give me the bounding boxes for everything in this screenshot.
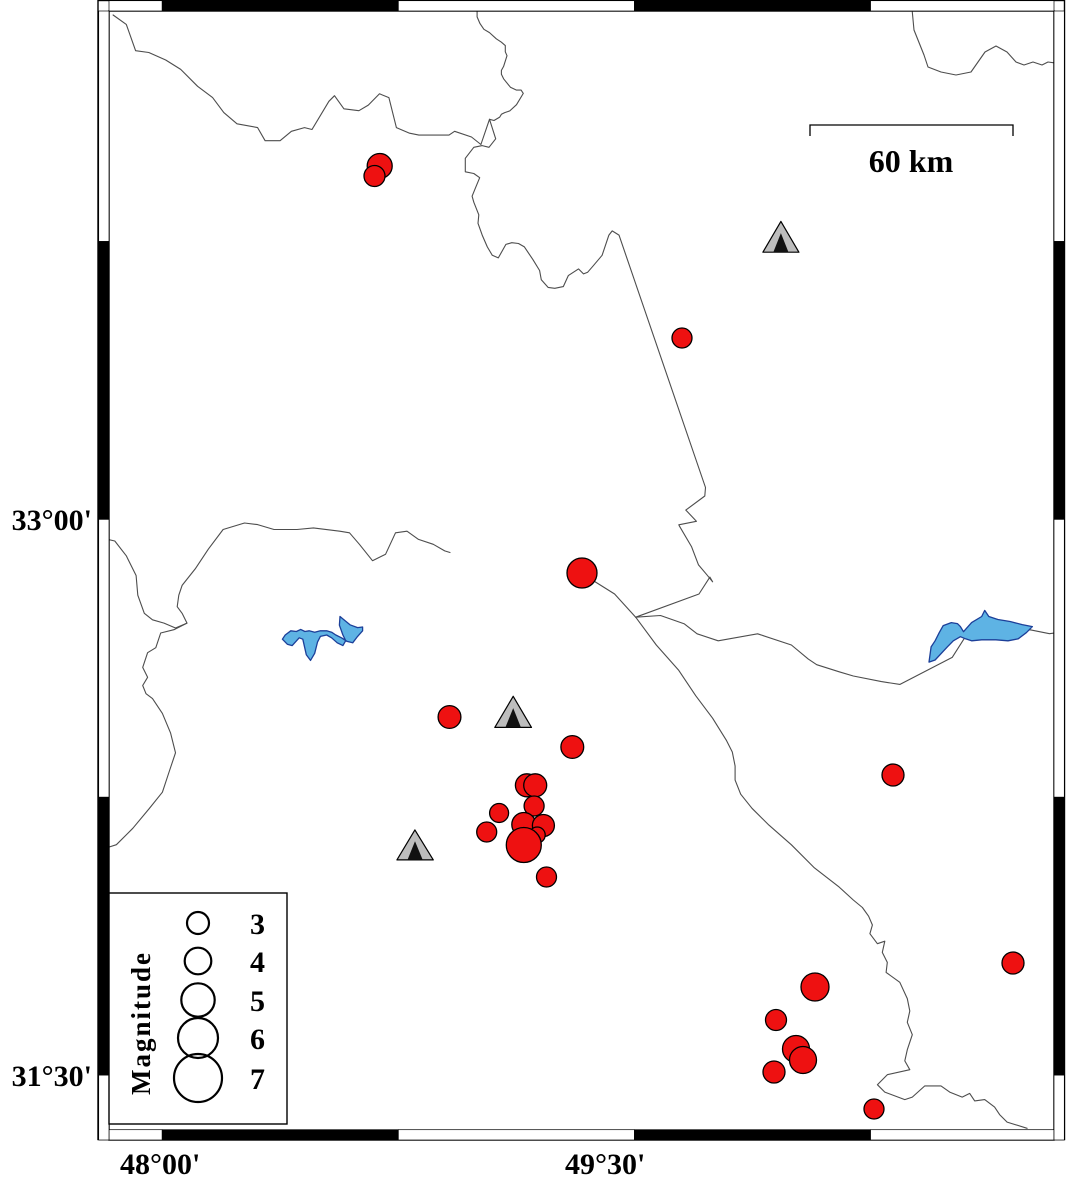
svg-text:Magnitude: Magnitude [126, 951, 156, 1095]
svg-text:6: 6 [250, 1023, 265, 1056]
svg-text:49°30': 49°30' [565, 1148, 645, 1179]
svg-text:33°00': 33°00' [12, 504, 92, 537]
svg-text:3: 3 [250, 908, 265, 941]
svg-text:48°00': 48°00' [120, 1148, 200, 1179]
svg-text:31°30': 31°30' [12, 1060, 92, 1093]
svg-text:5: 5 [250, 985, 265, 1018]
svg-text:60 km: 60 km [869, 143, 954, 179]
svg-text:7: 7 [250, 1063, 265, 1096]
svg-text:4: 4 [250, 946, 265, 979]
